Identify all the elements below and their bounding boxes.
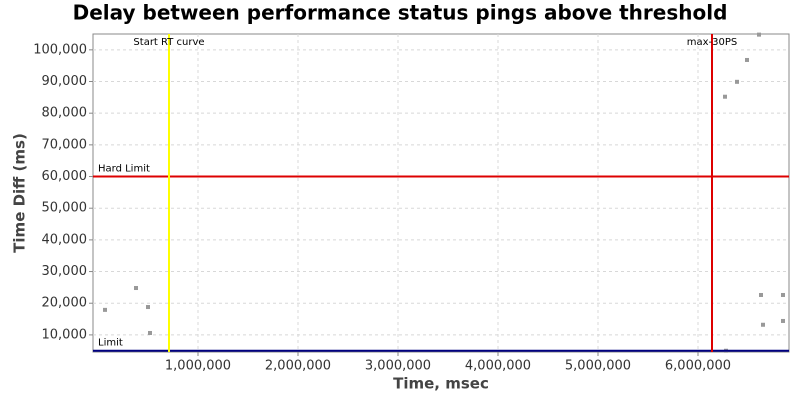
point [134,286,138,291]
point [735,79,739,84]
point [146,305,150,310]
chart-title: Delay between performance status pings a… [73,1,728,25]
y-tick-label: 60,000 [42,169,88,184]
point [723,94,727,99]
point [781,292,785,297]
plot-area [92,33,790,353]
x-tick-label: 3,000,000 [365,359,431,374]
point [103,307,107,312]
point [148,330,152,335]
y-tick-label: 50,000 [42,201,88,216]
marker-label: Start RT curve [133,37,204,48]
marker-label: max-30PS [687,37,738,48]
point [757,32,761,37]
y-tick-label: 90,000 [42,74,88,89]
x-axis-label: Time, msec [393,375,489,393]
x-tick-label: 4,000,000 [465,359,531,374]
x-tick-label: 5,000,000 [565,359,631,374]
point [745,57,749,62]
y-tick-label: 10,000 [42,327,88,342]
y-tick-label: 30,000 [42,264,88,279]
threshold-label: Hard Limit [98,164,150,175]
threshold-label: Limit [98,338,123,349]
point [761,322,765,327]
point [781,318,785,323]
y-tick-label: 20,000 [42,296,88,311]
point [759,292,763,297]
y-tick-label: 80,000 [42,106,88,121]
x-tick-label: 1,000,000 [165,359,231,374]
x-tick-label: 6,000,000 [665,359,731,374]
y-axis-label: Time Diff (ms) [11,133,29,253]
y-tick-label: 40,000 [42,232,88,247]
y-tick-label: 100,000 [33,42,87,57]
x-tick-label: 2,000,000 [265,359,331,374]
y-tick-label: 70,000 [42,137,88,152]
